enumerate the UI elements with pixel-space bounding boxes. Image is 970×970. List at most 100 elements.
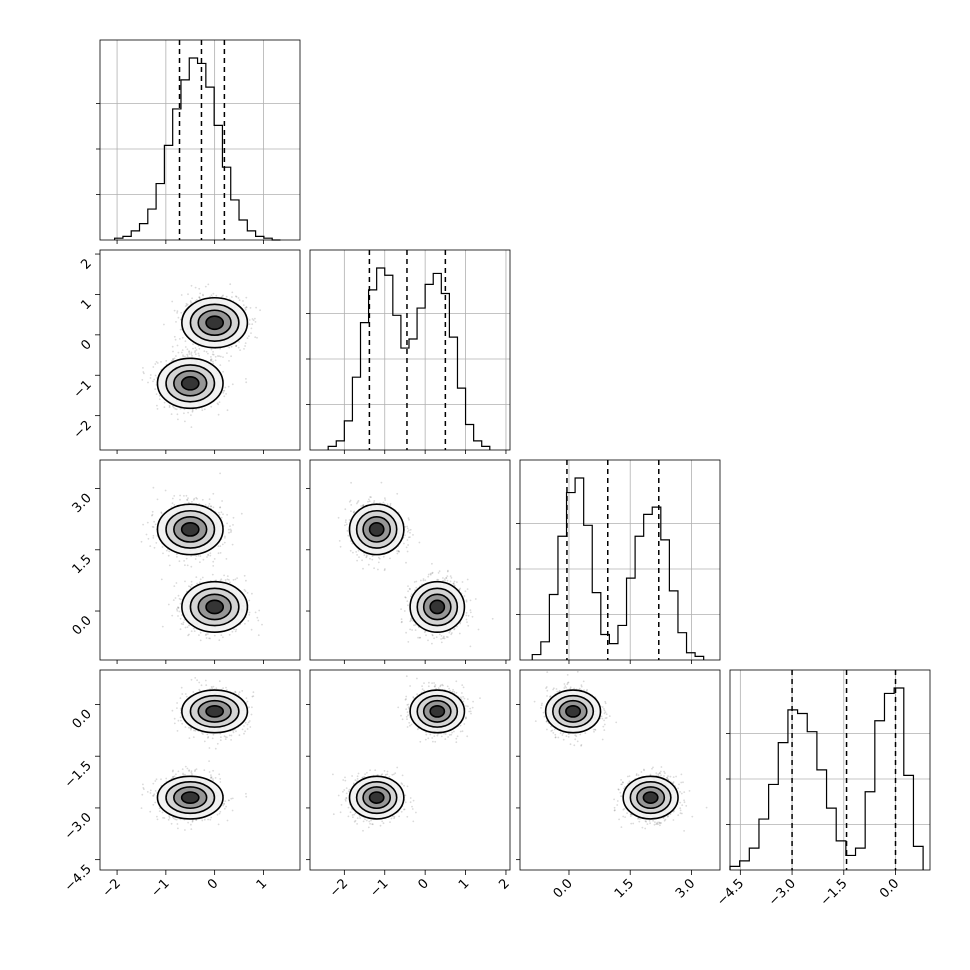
scatter-point [474, 598, 477, 600]
scatter-point [152, 526, 155, 528]
scatter-point [209, 359, 212, 362]
scatter-point [230, 531, 232, 533]
scatter-point [175, 321, 177, 323]
scatter-point [154, 523, 157, 526]
scatter-point [223, 390, 225, 392]
scatter-point [407, 544, 409, 546]
scatter-point [174, 597, 177, 599]
scatter-point [184, 420, 186, 423]
scatter-point [188, 624, 190, 627]
scatter-point [178, 560, 181, 563]
scatter-point [183, 412, 185, 415]
scatter-point [232, 579, 235, 581]
scatter-point [186, 355, 189, 357]
scatter-point [406, 539, 409, 541]
scatter-point [167, 603, 170, 606]
scatter-point [153, 378, 156, 381]
scatter-point [382, 501, 385, 504]
scatter-point [177, 418, 179, 421]
scatter-point [418, 541, 421, 544]
scatter-point [371, 558, 374, 561]
scatter-point [227, 528, 230, 531]
scatter-point [151, 513, 154, 516]
scatter-point [209, 552, 212, 555]
scatter-point [163, 406, 166, 409]
scatter-point [239, 349, 242, 351]
scatter-point [204, 285, 207, 288]
density-fill [181, 376, 199, 390]
scatter-point [198, 354, 201, 357]
scatter-point [228, 346, 231, 349]
scatter-point [194, 350, 197, 352]
scatter-point [203, 350, 206, 353]
scatter-point [422, 578, 425, 580]
scatter-point [246, 592, 249, 594]
scatter-point [182, 354, 184, 356]
scatter-point [172, 358, 175, 360]
scatter-point [448, 631, 451, 634]
scatter-point [180, 351, 183, 354]
scatter-point [344, 524, 346, 527]
scatter-point [194, 353, 197, 356]
scatter-point [210, 356, 212, 358]
scatter-point [410, 618, 412, 620]
scatter-point [235, 345, 238, 347]
scatter-point [190, 426, 193, 428]
scatter-point [244, 342, 247, 344]
scatter-point [171, 345, 174, 348]
scatter-point [161, 625, 164, 628]
scatter-point [220, 511, 223, 514]
scatter-point [357, 549, 360, 552]
scatter-point [147, 381, 149, 384]
scatter-point [151, 514, 153, 517]
scatter-point [412, 534, 414, 536]
scatter-point [195, 349, 198, 351]
scatter-point [210, 360, 213, 362]
scatter-point [198, 634, 200, 636]
scatter-point [185, 302, 188, 305]
scatter-point [466, 588, 469, 590]
scatter-point [229, 283, 232, 286]
scatter-point [176, 609, 179, 612]
scatter-point [255, 306, 257, 309]
scatter-point [371, 555, 374, 557]
scatter-point [231, 296, 233, 298]
scatter-point [198, 581, 201, 584]
scatter-point [156, 404, 158, 407]
scatter-point [226, 578, 229, 581]
scatter-point [172, 599, 175, 601]
scatter-point [427, 573, 430, 576]
scatter-point [186, 498, 188, 501]
scatter-point [173, 495, 176, 497]
scatter-point [190, 580, 193, 583]
scatter-point [226, 575, 229, 577]
scatter-point [235, 295, 237, 298]
scatter-point [230, 355, 233, 358]
scatter-point [184, 626, 187, 629]
density-fill [206, 600, 224, 614]
scatter-point [366, 554, 368, 557]
scatter-point [248, 323, 251, 325]
scatter-point [216, 402, 219, 405]
scatter-point [405, 561, 407, 564]
scatter-point [190, 353, 193, 355]
scatter-point [210, 358, 212, 361]
scatter-point [184, 580, 186, 583]
scatter-point [219, 579, 222, 582]
scatter-point [226, 522, 229, 525]
scatter-point [179, 494, 182, 497]
scatter-point [189, 300, 192, 303]
scatter-point [453, 580, 456, 583]
scatter-point [408, 518, 410, 521]
scatter-point [338, 540, 341, 542]
scatter-point [214, 355, 217, 358]
scatter-point [206, 633, 209, 635]
scatter-point [362, 504, 365, 507]
histogram-steps [729, 687, 924, 870]
scatter-point [205, 633, 208, 636]
scatter-point [192, 343, 194, 346]
scatter-point [172, 405, 174, 408]
scatter-point [194, 286, 197, 289]
scatter-point [356, 502, 358, 505]
scatter-point [198, 296, 201, 299]
